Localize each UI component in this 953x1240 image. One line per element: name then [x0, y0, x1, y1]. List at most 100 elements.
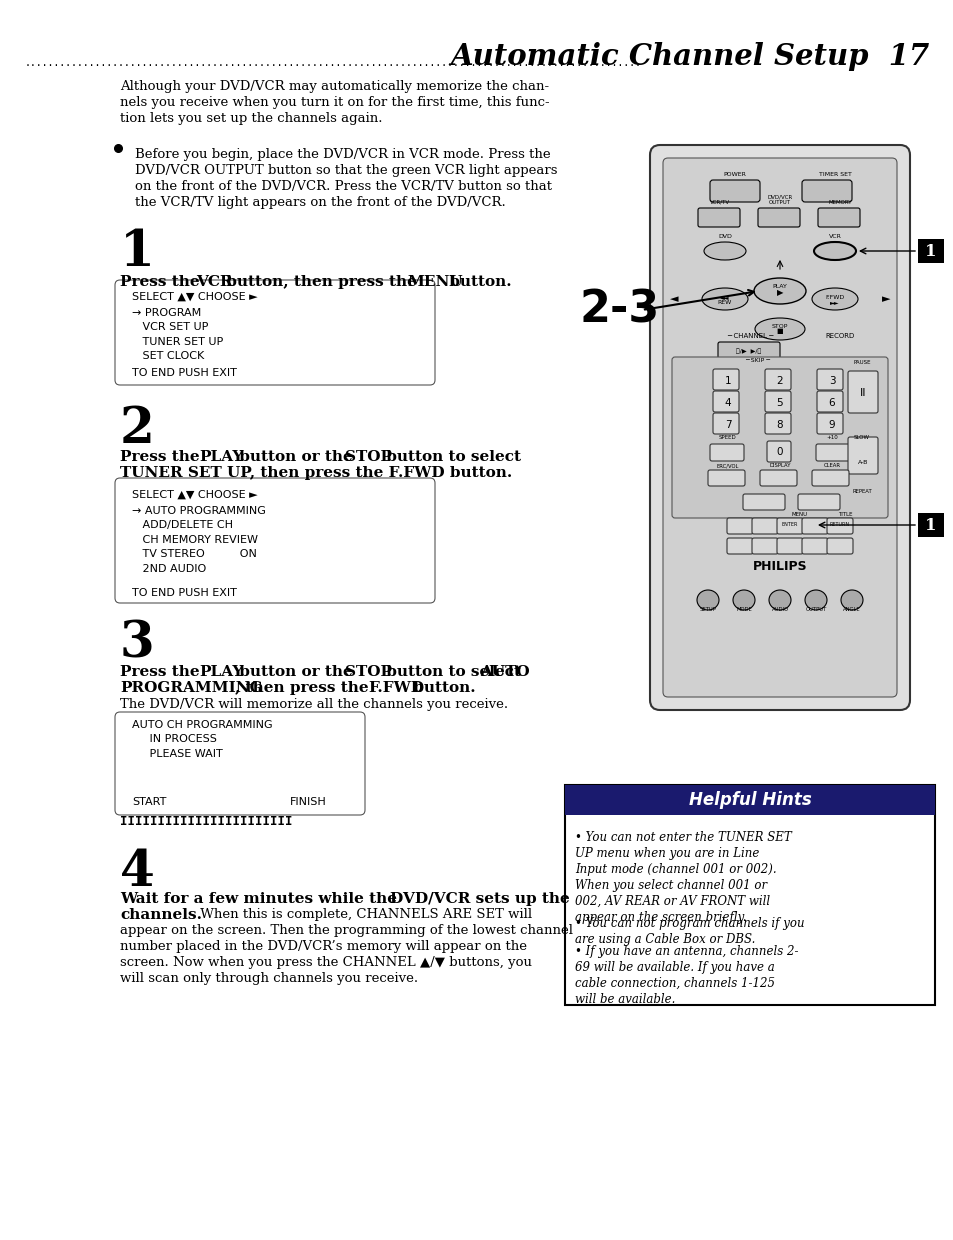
Ellipse shape: [754, 317, 804, 340]
Text: Wait for a few minutes while the: Wait for a few minutes while the: [120, 892, 402, 906]
Text: PAUSE: PAUSE: [852, 360, 870, 365]
Text: 5: 5: [776, 398, 782, 408]
Text: Press the: Press the: [120, 275, 205, 289]
Text: PHILIPS: PHILIPS: [752, 559, 806, 573]
Text: • You can not enter the TUNER SET
UP menu when you are in Line
Input mode (chann: • You can not enter the TUNER SET UP men…: [575, 831, 791, 924]
Text: TUNER SET UP, then press the F.FWD button.: TUNER SET UP, then press the F.FWD butto…: [120, 466, 512, 480]
FancyBboxPatch shape: [826, 538, 852, 554]
FancyBboxPatch shape: [801, 180, 851, 202]
Ellipse shape: [732, 590, 754, 610]
Text: CLEAR: CLEAR: [822, 463, 840, 467]
FancyBboxPatch shape: [751, 518, 778, 534]
Text: 2-3: 2-3: [579, 289, 659, 331]
Text: AUTO CH PROGRAMMING
     IN PROCESS
     PLEASE WAIT: AUTO CH PROGRAMMING IN PROCESS PLEASE WA…: [132, 720, 273, 759]
Text: appear on the screen. Then the programming of the lowest channel: appear on the screen. Then the programmi…: [120, 924, 573, 937]
Text: MEMORY: MEMORY: [827, 200, 851, 205]
Text: START: START: [132, 797, 166, 807]
Text: will scan only through channels you receive.: will scan only through channels you rece…: [120, 972, 417, 985]
Text: ................................................................................: ........................................…: [25, 58, 641, 68]
FancyBboxPatch shape: [758, 208, 800, 227]
Text: SELECT ▲▼ CHOOSE ►: SELECT ▲▼ CHOOSE ►: [132, 291, 257, 303]
Ellipse shape: [753, 278, 805, 304]
FancyBboxPatch shape: [847, 436, 877, 474]
Text: 6: 6: [828, 398, 835, 408]
Text: Press the: Press the: [120, 450, 205, 464]
Text: 0: 0: [776, 446, 782, 458]
Text: TITLE: TITLE: [837, 512, 851, 517]
Text: button.: button.: [408, 681, 476, 694]
FancyBboxPatch shape: [816, 413, 842, 434]
FancyBboxPatch shape: [817, 208, 859, 227]
Text: button to select: button to select: [380, 665, 526, 680]
FancyBboxPatch shape: [764, 391, 790, 412]
Text: , then press the: , then press the: [234, 681, 374, 694]
Text: SLOW: SLOW: [853, 435, 869, 440]
Text: ►: ►: [881, 294, 889, 304]
Ellipse shape: [804, 590, 826, 610]
Text: 3: 3: [120, 620, 154, 670]
FancyBboxPatch shape: [760, 470, 796, 486]
Text: OUTPUT: OUTPUT: [804, 608, 826, 613]
Text: F.FWD: F.FWD: [368, 681, 423, 694]
FancyBboxPatch shape: [826, 518, 852, 534]
Text: 4: 4: [120, 848, 154, 897]
Text: button.: button.: [443, 275, 511, 289]
Text: ─ SKIP ─: ─ SKIP ─: [744, 358, 770, 363]
FancyBboxPatch shape: [742, 494, 784, 510]
Text: 8: 8: [776, 420, 782, 430]
FancyBboxPatch shape: [797, 494, 840, 510]
Text: ERC/VOL: ERC/VOL: [716, 463, 739, 467]
FancyBboxPatch shape: [816, 370, 842, 391]
Text: ENTER: ENTER: [781, 522, 798, 527]
Text: F.FWD
►►: F.FWD ►►: [824, 295, 843, 305]
Text: REPEAT: REPEAT: [851, 489, 871, 494]
Text: PROGRAMMING: PROGRAMMING: [120, 681, 262, 694]
Text: Press the: Press the: [120, 665, 205, 680]
FancyBboxPatch shape: [707, 470, 744, 486]
Text: 7: 7: [724, 420, 731, 430]
Text: FINISH: FINISH: [290, 797, 327, 807]
Bar: [917, 239, 943, 263]
FancyBboxPatch shape: [662, 157, 896, 697]
Text: → PROGRAM
   VCR SET UP
   TUNER SET UP
   SET CLOCK: → PROGRAM VCR SET UP TUNER SET UP SET CL…: [132, 308, 223, 361]
FancyBboxPatch shape: [115, 712, 365, 815]
Ellipse shape: [697, 590, 719, 610]
Text: ANGLE: ANGLE: [842, 608, 860, 613]
Text: II: II: [859, 388, 865, 398]
Text: button, then press the: button, then press the: [221, 275, 421, 289]
FancyBboxPatch shape: [776, 518, 802, 534]
Ellipse shape: [813, 242, 855, 260]
Text: PLAY: PLAY: [199, 665, 243, 680]
Text: STOP: STOP: [345, 665, 392, 680]
Text: STOP: STOP: [771, 324, 787, 329]
FancyBboxPatch shape: [718, 342, 780, 360]
Text: RETURN: RETURN: [829, 522, 849, 527]
Text: button to select: button to select: [380, 450, 520, 464]
FancyBboxPatch shape: [712, 370, 739, 391]
Text: Although your DVD/VCR may automatically memorize the chan-
nels you receive when: Although your DVD/VCR may automatically …: [120, 81, 549, 125]
FancyBboxPatch shape: [766, 441, 790, 463]
Text: VCR: VCR: [828, 234, 841, 239]
Ellipse shape: [703, 242, 745, 260]
Text: STOP: STOP: [345, 450, 392, 464]
Text: +10: +10: [825, 435, 837, 440]
Text: ■: ■: [776, 329, 782, 334]
Text: 1: 1: [924, 517, 936, 533]
FancyBboxPatch shape: [751, 538, 778, 554]
Text: 3: 3: [828, 376, 835, 386]
Bar: [917, 513, 943, 537]
Text: DVD: DVD: [718, 234, 731, 239]
FancyBboxPatch shape: [709, 180, 760, 202]
FancyBboxPatch shape: [115, 477, 435, 603]
Text: TO END PUSH EXIT: TO END PUSH EXIT: [132, 368, 236, 378]
Text: 9: 9: [828, 420, 835, 430]
Text: → AUTO PROGRAMMING
   ADD/DELETE CH
   CH MEMORY REVIEW
   TV STEREO          ON: → AUTO PROGRAMMING ADD/DELETE CH CH MEMO…: [132, 506, 266, 574]
Text: DISPLAY: DISPLAY: [768, 463, 790, 467]
Text: Automatic Channel Setup  17: Automatic Channel Setup 17: [450, 42, 929, 71]
Text: MENU: MENU: [407, 275, 462, 289]
Text: VCR/TV: VCR/TV: [709, 200, 729, 205]
Text: • If you have an antenna, channels 2-
69 will be available. If you have a
cable : • If you have an antenna, channels 2- 69…: [575, 945, 798, 1006]
Text: 2: 2: [120, 405, 154, 454]
FancyBboxPatch shape: [709, 444, 743, 461]
FancyBboxPatch shape: [811, 470, 848, 486]
